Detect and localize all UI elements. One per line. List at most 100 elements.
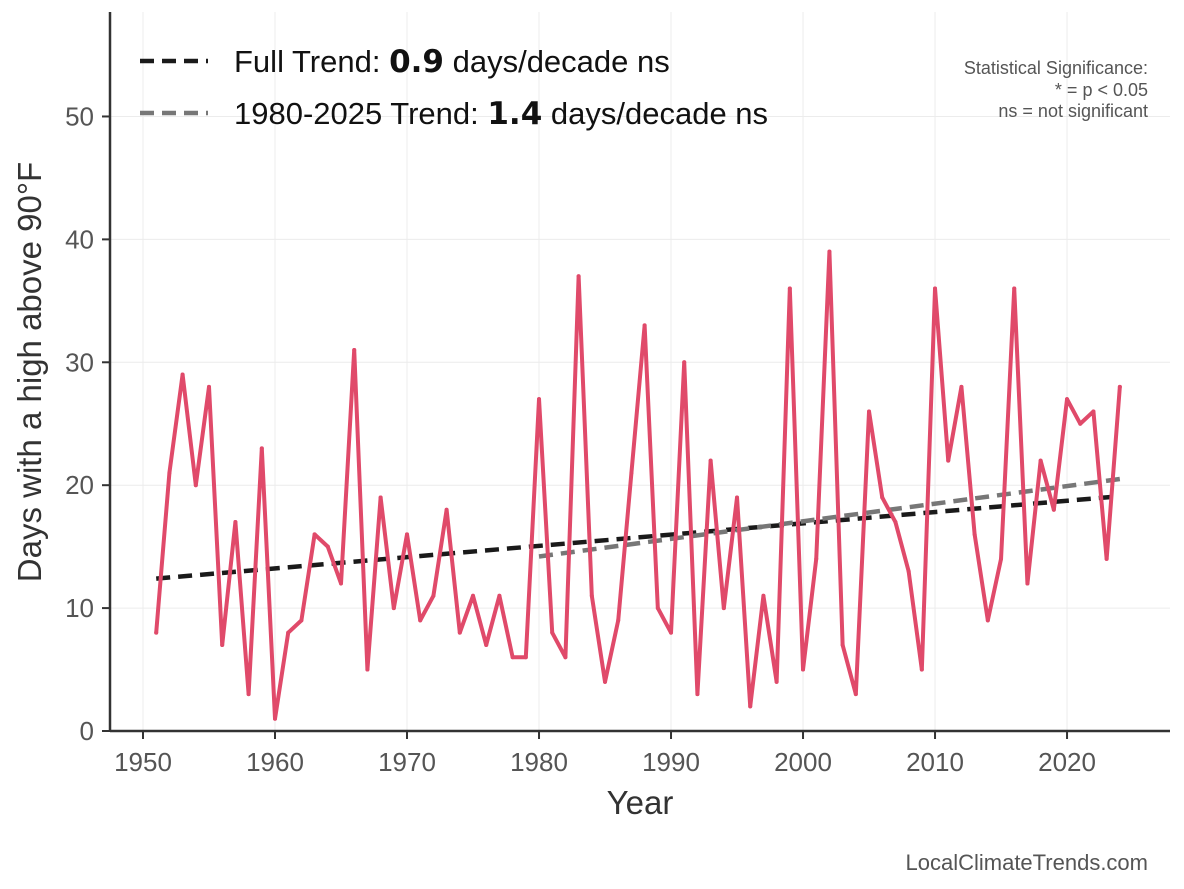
legend-recent-value: 1.4 (487, 96, 542, 132)
data-point-1999 (787, 286, 792, 291)
x-tick-label: 1980 (510, 747, 568, 777)
data-point-1978 (510, 655, 515, 660)
data-point-2015 (999, 556, 1004, 561)
data-point-1971 (418, 618, 423, 623)
data-point-2009 (919, 667, 924, 672)
legend-recent-suffix: days/decade ns (542, 96, 768, 131)
data-point-1986 (616, 618, 621, 623)
legend-label-recent-trend: 1980-2025 Trend: 1.4 days/decade ns (234, 96, 768, 132)
x-tick-label: 1970 (378, 747, 436, 777)
data-point-1976 (484, 642, 489, 647)
data-point-2003 (840, 642, 845, 647)
data-point-1972 (431, 593, 436, 598)
data-point-2014 (985, 618, 990, 623)
x-tick-label: 2020 (1038, 747, 1096, 777)
legend-recent-prefix: 1980-2025 Trend: (234, 96, 487, 131)
y-tick-label: 30 (65, 347, 94, 377)
data-point-1969 (391, 606, 396, 611)
x-tick-label: 1960 (246, 747, 304, 777)
data-point-1956 (220, 642, 225, 647)
full-trend-line (156, 494, 1121, 581)
legend-full-prefix: Full Trend: (234, 44, 389, 79)
data-point-1977 (497, 593, 502, 598)
days-above-90-line (154, 249, 1122, 721)
y-tick-label: 0 (80, 716, 94, 746)
data-point-2019 (1051, 507, 1056, 512)
y-tick-label: 50 (65, 101, 94, 131)
legend: Full Trend: 0.9 days/decade ns 1980-2025… (140, 44, 768, 132)
data-point-1980 (537, 397, 542, 402)
data-point-1983 (576, 274, 581, 279)
data-point-1951 (154, 630, 159, 635)
data-point-1958 (246, 692, 251, 697)
data-point-2001 (814, 556, 819, 561)
data-point-2017 (1025, 581, 1030, 586)
data-point-2000 (801, 667, 806, 672)
data-point-1953 (180, 372, 185, 377)
x-axis-title: Year (607, 784, 674, 821)
x-tick-label: 1990 (642, 747, 700, 777)
data-point-1991 (682, 360, 687, 365)
data-point-1993 (708, 458, 713, 463)
data-point-1979 (523, 655, 528, 660)
data-point-1964 (325, 544, 330, 549)
data-point-2012 (959, 384, 964, 389)
data-point-1984 (589, 593, 594, 598)
data-point-1982 (563, 655, 568, 660)
data-point-1995 (735, 495, 740, 500)
data-point-1965 (339, 581, 344, 586)
data-point-2020 (1065, 397, 1070, 402)
data-point-2002 (827, 249, 832, 254)
data-point-1987 (629, 470, 634, 475)
data-point-2018 (1038, 458, 1043, 463)
legend-label-full-trend: Full Trend: 0.9 days/decade ns (234, 44, 670, 80)
significance-title: Statistical Significance: (964, 58, 1148, 78)
y-tick-label: 10 (65, 593, 94, 623)
data-point-1974 (457, 630, 462, 635)
data-point-2011 (946, 458, 951, 463)
data-point-1968 (378, 495, 383, 500)
data-point-2013 (972, 532, 977, 537)
data-series (154, 249, 1122, 721)
x-axis-ticks: 1950 1960 1970 1980 1990 2000 2010 2020 (114, 731, 1096, 777)
data-point-1973 (444, 507, 449, 512)
data-point-2007 (893, 520, 898, 525)
grid-lines (110, 12, 1170, 732)
data-point-1960 (273, 716, 278, 721)
data-point-1985 (603, 679, 608, 684)
data-point-1959 (259, 446, 264, 451)
x-tick-label: 2000 (774, 747, 832, 777)
significance-line-1: * = p < 0.05 (1055, 80, 1148, 100)
x-tick-label: 2010 (906, 747, 964, 777)
x-tick-label: 1950 (114, 747, 172, 777)
credit-text: LocalClimateTrends.com (906, 850, 1149, 875)
data-point-1989 (655, 606, 660, 611)
data-point-1963 (312, 532, 317, 537)
data-point-1997 (761, 593, 766, 598)
data-point-1994 (721, 606, 726, 611)
data-point-2010 (933, 286, 938, 291)
y-tick-label: 20 (65, 470, 94, 500)
data-point-2022 (1091, 409, 1096, 414)
data-point-2023 (1104, 556, 1109, 561)
data-point-1957 (233, 520, 238, 525)
data-point-1962 (299, 618, 304, 623)
y-axis-title: Days with a high above 90°F (11, 162, 48, 582)
data-point-1990 (669, 630, 674, 635)
data-point-1954 (193, 483, 198, 488)
data-point-1996 (748, 704, 753, 709)
data-point-1955 (207, 384, 212, 389)
legend-full-suffix: days/decade ns (444, 44, 670, 79)
y-tick-label: 40 (65, 224, 94, 254)
data-point-1970 (405, 532, 410, 537)
data-point-1975 (471, 593, 476, 598)
legend-full-value: 0.9 (389, 44, 444, 80)
data-point-1967 (365, 667, 370, 672)
axes (108, 12, 1170, 733)
data-point-2006 (880, 495, 885, 500)
data-point-1988 (642, 323, 647, 328)
significance-line-2: ns = not significant (998, 101, 1148, 121)
data-point-1998 (774, 679, 779, 684)
data-point-1952 (167, 470, 172, 475)
